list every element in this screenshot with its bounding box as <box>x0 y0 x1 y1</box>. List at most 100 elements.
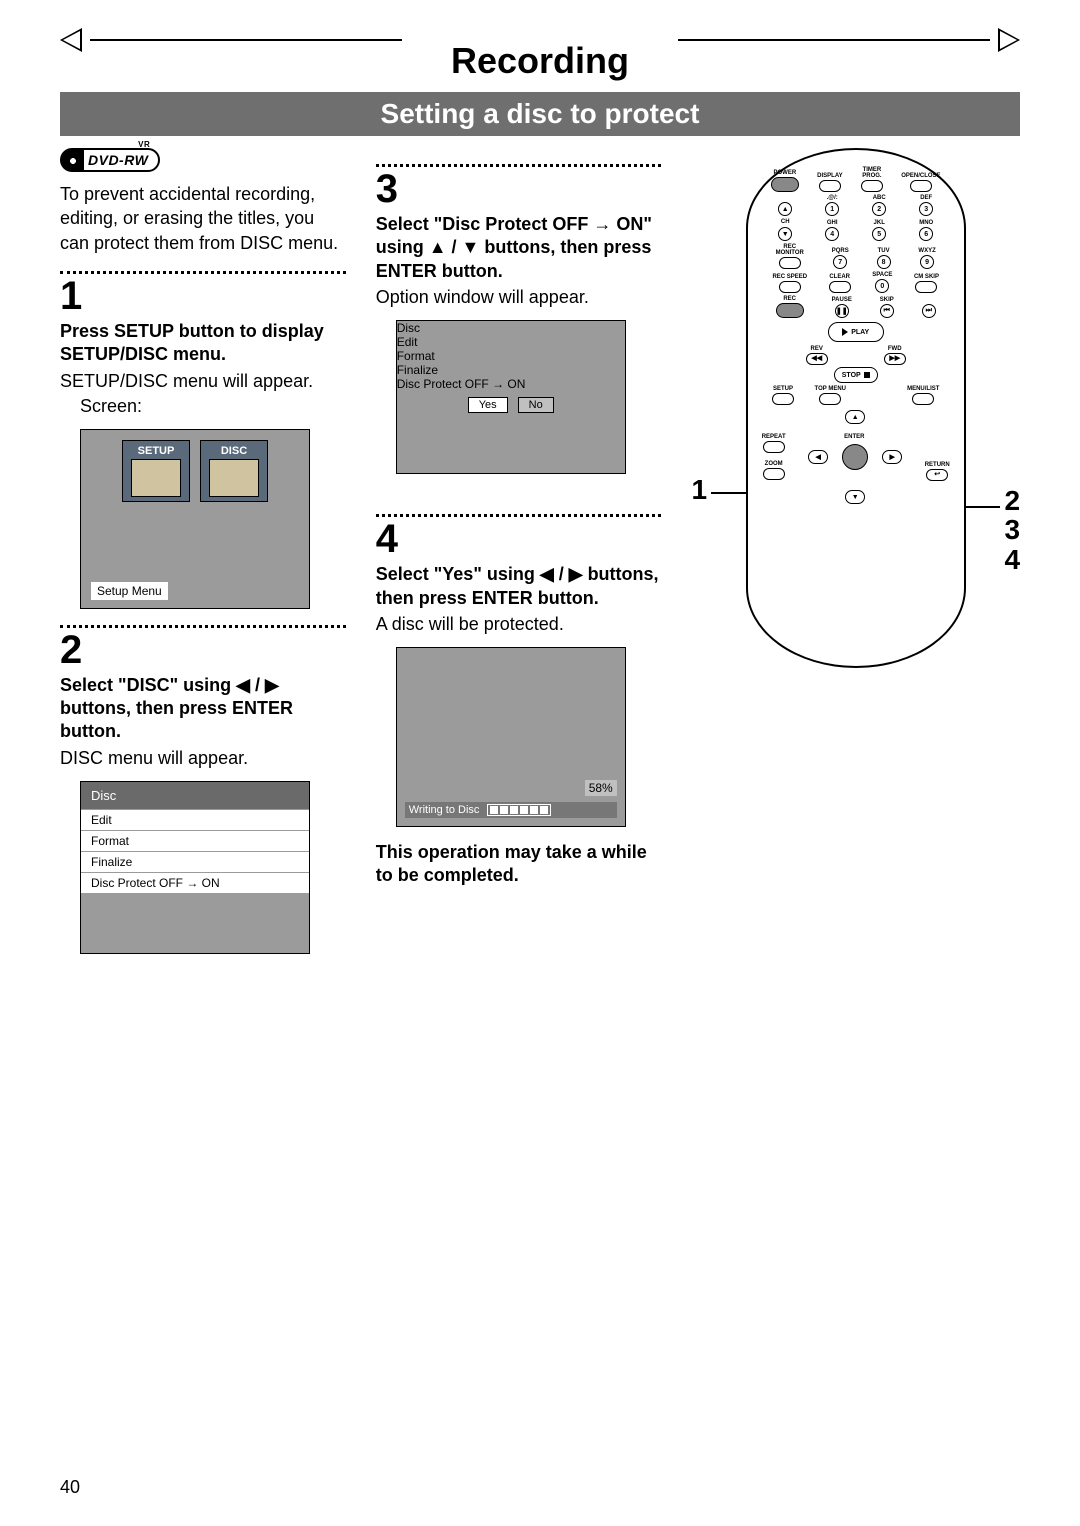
step-4-desc: A disc will be protected. <box>376 614 662 635</box>
yes-no-row: Yes No <box>397 391 625 463</box>
step-1-head: Press SETUP button to display SETUP/DISC… <box>60 320 346 367</box>
num-9-button[interactable]: WXYZ9 <box>918 248 935 269</box>
left-right-arrows-icon: ◀ / ▶ <box>540 564 583 584</box>
zoom-button[interactable]: ZOOM <box>762 461 786 480</box>
pause-button[interactable]: PAUSE❚❚ <box>832 297 852 318</box>
callout-4: 4 <box>1004 545 1020 574</box>
ch-up-button[interactable]: ▲ <box>778 202 792 216</box>
fwd-button[interactable]: FWD▶▶ <box>884 346 906 365</box>
step-1-desc2: Screen: <box>80 396 346 417</box>
disc-row-format: Format <box>81 830 309 851</box>
remote-control: POWER DISPLAY TIMER PROG. OPEN/CLOSE ▲ .… <box>746 148 966 668</box>
step-4-head-a: Select "Yes" using <box>376 564 540 584</box>
badge-text: DVD-RW <box>88 152 148 168</box>
setup-icon <box>131 459 181 497</box>
repeat-button[interactable]: REPEAT <box>762 434 786 453</box>
num-6-button[interactable]: MNO6 <box>919 220 933 241</box>
rec-monitor-button[interactable]: REC MONITOR <box>776 244 804 269</box>
cm-skip-button[interactable]: CM SKIP <box>914 274 939 293</box>
write-percent: 58% <box>585 780 617 796</box>
disc-row-format: Format <box>397 349 625 363</box>
disc-row-protect: Disc Protect OFF → ON <box>397 377 625 391</box>
enter-button[interactable] <box>842 444 868 470</box>
rule-right <box>678 39 990 41</box>
d-pad: ▲ ▼ ◀ ▶ ENTER <box>810 412 900 502</box>
page-number: 40 <box>60 1477 80 1498</box>
step-4-number: 4 <box>376 519 662 559</box>
play-button[interactable]: PLAY <box>828 322 884 342</box>
num-3-button[interactable]: DEF3 <box>919 195 933 216</box>
progress-bar <box>487 804 551 816</box>
disc-header: Disc <box>81 782 309 809</box>
step-4-note: This operation may take a while to be co… <box>376 841 662 888</box>
step-2-number: 2 <box>60 630 346 670</box>
option-yes: Yes <box>468 397 508 413</box>
menu-list-button[interactable]: MENU/LIST <box>907 386 939 405</box>
stop-button[interactable]: STOP <box>834 367 878 383</box>
ornament-left <box>60 28 82 52</box>
clear-button[interactable]: CLEAR <box>829 274 851 293</box>
step-3-desc: Option window will appear. <box>376 287 662 308</box>
num-1-button[interactable]: .@/:1 <box>825 195 839 216</box>
ch-down-button[interactable]: CH▼ <box>778 219 792 241</box>
step-4-head: Select "Yes" using ◀ / ▶ buttons, then p… <box>376 563 662 610</box>
step-3-number: 3 <box>376 169 662 209</box>
top-menu-button[interactable]: TOP MENU <box>815 386 846 405</box>
intro-text: To prevent accidental recording, editing… <box>60 182 346 255</box>
setup-button[interactable]: SETUP <box>772 386 794 405</box>
step-1-number: 1 <box>60 276 346 316</box>
timer-prog-button[interactable]: TIMER PROG. <box>861 167 883 192</box>
rec-button[interactable]: REC <box>776 296 804 318</box>
disc-row-protect: Disc Protect OFF → ON <box>81 872 309 893</box>
ornament-right <box>998 28 1020 52</box>
tab-setup-label: SETUP <box>138 445 175 457</box>
dpad-down[interactable]: ▼ <box>845 490 865 504</box>
num-7-button[interactable]: PQRS7 <box>832 248 849 269</box>
disc-icon <box>209 459 259 497</box>
screen-disc-protect: Disc Edit Format Finalize Disc Protect O… <box>396 320 626 474</box>
column-3: 1 2 3 4 POWER DISPLAY TIMER PROG. OPEN/C… <box>691 148 1020 954</box>
dpad-up[interactable]: ▲ <box>845 410 865 424</box>
num-0-button[interactable]: SPACE0 <box>872 272 892 293</box>
step-2-head-b: buttons, then press ENTER button. <box>60 698 293 741</box>
num-5-button[interactable]: JKL5 <box>872 220 886 241</box>
divider <box>60 625 346 628</box>
remote-wrap: 1 2 3 4 POWER DISPLAY TIMER PROG. OPEN/C… <box>691 148 1020 668</box>
rule-left <box>90 39 402 41</box>
return-button[interactable]: RETURN↩ <box>925 462 950 481</box>
dpad-right[interactable]: ▶ <box>882 450 902 464</box>
step-2-head: Select "DISC" using ◀ / ▶ buttons, then … <box>60 674 346 744</box>
num-2-button[interactable]: ABC2 <box>872 195 886 216</box>
write-row: Writing to Disc <box>405 802 617 818</box>
display-button[interactable]: DISPLAY <box>817 173 842 192</box>
step-1-desc: SETUP/DISC menu will appear. <box>60 371 346 392</box>
step-2-head-a: Select "DISC" using <box>60 675 236 695</box>
screen-writing: 58% Writing to Disc <box>396 647 626 827</box>
callout-right: 2 3 4 <box>1004 486 1020 574</box>
badge-vr: VR <box>138 140 150 149</box>
skip-back-button[interactable]: SKIP⏮ <box>880 297 894 318</box>
num-8-button[interactable]: TUV8 <box>877 248 891 269</box>
divider <box>376 164 662 167</box>
skip-fwd-button[interactable]: ⏭ <box>922 297 936 318</box>
disc-row-finalize: Finalize <box>81 851 309 872</box>
num-4-button[interactable]: GHI4 <box>825 220 839 241</box>
column-1: DVD-RW VR To prevent accidental recordin… <box>60 148 346 954</box>
callout-2: 2 <box>1004 486 1020 515</box>
tab-disc-label: DISC <box>221 445 247 457</box>
step-2-desc: DISC menu will appear. <box>60 748 346 769</box>
writing-label: Writing to Disc <box>409 804 480 816</box>
rec-speed-button[interactable]: REC SPEED <box>772 274 807 293</box>
tab-disc: DISC <box>200 440 268 502</box>
page-title: Recording <box>60 40 1020 82</box>
dpad-left[interactable]: ◀ <box>808 450 828 464</box>
option-no: No <box>518 397 554 413</box>
power-button[interactable]: POWER <box>771 170 799 192</box>
subtitle-bar: Setting a disc to protect <box>60 92 1020 136</box>
enter-label: ENTER <box>844 434 864 440</box>
screen-disc-menu: Disc Edit Format Finalize Disc Protect O… <box>80 781 310 954</box>
open-close-button[interactable]: OPEN/CLOSE <box>901 173 940 192</box>
disc-header: Disc <box>397 321 625 335</box>
rev-button[interactable]: REV◀◀ <box>806 346 828 365</box>
disc-row-finalize: Finalize <box>397 363 625 377</box>
